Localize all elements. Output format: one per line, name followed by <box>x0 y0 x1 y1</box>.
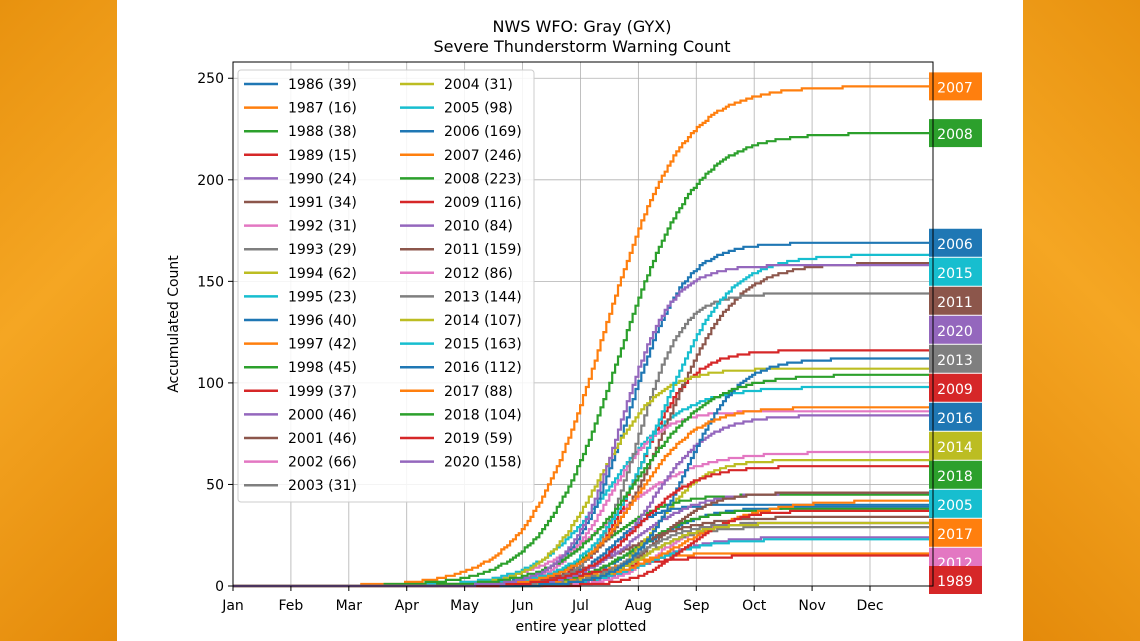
legend-entry-2003: 2003 (31) <box>288 478 357 494</box>
end-label-2007: 2007 <box>937 80 973 96</box>
x-tick-label: Apr <box>395 598 419 614</box>
end-label-box-2020 <box>929 315 982 344</box>
x-tick-label: Jan <box>221 598 244 614</box>
end-label-2005: 2005 <box>937 498 973 514</box>
legend-entry-1997: 1997 (42) <box>288 337 357 353</box>
legend-entry-2007: 2007 (246) <box>444 148 522 164</box>
legend-entry-1990: 1990 (24) <box>288 171 357 187</box>
end-label-2020: 2020 <box>937 324 973 340</box>
legend-entry-2015: 2015 (163) <box>444 337 522 353</box>
legend-entry-2016: 2016 (112) <box>444 360 522 376</box>
end-label-2009: 2009 <box>937 382 973 398</box>
y-tick-label: 250 <box>197 71 224 87</box>
end-label-2013: 2013 <box>937 353 973 369</box>
end-label-box-2014 <box>929 431 982 460</box>
legend-entry-1994: 1994 (62) <box>288 266 357 282</box>
end-label-2011: 2011 <box>937 295 973 311</box>
y-tick-label: 200 <box>197 173 224 189</box>
legend-entry-2013: 2013 (144) <box>444 289 522 305</box>
legend-entry-1993: 1993 (29) <box>288 242 357 258</box>
legend-entry-2020: 2020 (158) <box>444 455 522 471</box>
x-tick-label: Jun <box>511 598 534 614</box>
legend-entry-2011: 2011 (159) <box>444 242 522 258</box>
right-orange-border <box>1023 0 1140 641</box>
legend: 1986 (39) 1987 (16) 1988 (38) 1989 (15) 1990… <box>237 69 535 503</box>
y-tick-label: 100 <box>197 376 224 392</box>
chart-subtitle: Severe Thunderstorm Warning Count <box>434 37 731 56</box>
legend-entry-2019: 2019 (59) <box>444 431 513 447</box>
legend-entry-1996: 1996 (40) <box>288 313 357 329</box>
end-label-box-2006 <box>929 228 982 257</box>
legend-entry-1988: 1988 (38) <box>288 124 357 140</box>
end-label-box-2011 <box>929 286 982 315</box>
left-orange-border <box>0 0 117 641</box>
legend-entry-2010: 2010 (84) <box>444 219 513 235</box>
legend-entry-1992: 1992 (31) <box>288 219 357 235</box>
end-label-2014: 2014 <box>937 440 973 456</box>
legend-entry-2006: 2006 (169) <box>444 124 522 140</box>
axes: Jan Feb Mar Apr May Jun Jul Aug Sep Oct Nov Dec 0 50 1… <box>197 71 883 614</box>
end-label-2016: 2016 <box>937 411 973 427</box>
legend-entry-2014: 2014 (107) <box>444 313 522 329</box>
y-tick-label: 150 <box>197 274 224 290</box>
end-labels: 2007 2008 2006 2015 2011 2020 2013 2009 2016 2014… <box>929 72 982 594</box>
end-label-box-2008 <box>929 119 982 148</box>
legend-entry-2004: 2004 (31) <box>444 77 513 93</box>
legend-entry-2012: 2012 (86) <box>444 266 513 282</box>
legend-entry-2002: 2002 (66) <box>288 455 357 471</box>
x-tick-label: Mar <box>336 598 363 614</box>
x-tick-label: May <box>450 598 479 614</box>
legend-entry-2005: 2005 (98) <box>444 101 513 117</box>
chart-title: NWS WFO: Gray (GYX) <box>493 17 672 36</box>
end-label-box-2016 <box>929 402 982 431</box>
end-label-box-2017 <box>929 518 982 547</box>
x-tick-label: Feb <box>279 598 304 614</box>
x-tick-label: Oct <box>742 598 767 614</box>
legend-entry-2018: 2018 (104) <box>444 407 522 423</box>
x-tick-label: Nov <box>798 598 825 614</box>
x-tick-label: Sep <box>683 598 710 614</box>
legend-entry-1991: 1991 (34) <box>288 195 357 211</box>
end-label-2017: 2017 <box>937 527 973 543</box>
end-label-box-1989 <box>929 566 982 594</box>
end-label-2015: 2015 <box>937 266 973 282</box>
end-label-box-2013 <box>929 344 982 373</box>
legend-entry-1987: 1987 (16) <box>288 101 357 117</box>
end-label-1989: 1989 <box>937 574 973 590</box>
series-line-2008 <box>233 132 933 588</box>
y-tick-label: 50 <box>206 477 224 493</box>
end-label-2008: 2008 <box>937 127 973 143</box>
legend-entry-2001: 2001 (46) <box>288 431 357 447</box>
legend-entry-2017: 2017 (88) <box>444 384 513 400</box>
y-tick-label: 0 <box>215 579 224 595</box>
end-label-box-2005 <box>929 489 982 518</box>
x-tick-label: Jul <box>571 598 589 614</box>
x-tick-label: Dec <box>856 598 883 614</box>
end-label-2006: 2006 <box>937 237 973 253</box>
end-label-box-2018 <box>929 460 982 489</box>
x-axis-label: entire year plotted <box>516 619 647 635</box>
end-label-box-2007 <box>929 72 982 101</box>
end-label-2018: 2018 <box>937 469 973 485</box>
end-label-box-2009 <box>929 373 982 402</box>
y-axis-label: Accumulated Count <box>166 255 182 393</box>
legend-entry-1999: 1999 (37) <box>288 384 357 400</box>
x-tick-label: Aug <box>625 598 652 614</box>
legend-entry-1998: 1998 (45) <box>288 360 357 376</box>
legend-entry-2000: 2000 (46) <box>288 407 357 423</box>
legend-entry-1986: 1986 (39) <box>288 77 357 93</box>
plot-frame <box>232 61 934 587</box>
legend-entry-1989: 1989 (15) <box>288 148 357 164</box>
legend-entry-2009: 2009 (116) <box>444 195 522 211</box>
legend-box <box>237 69 535 503</box>
legend-entry-1995: 1995 (23) <box>288 289 357 305</box>
legend-entry-2008: 2008 (223) <box>444 171 522 187</box>
end-label-box-2015 <box>929 257 982 286</box>
